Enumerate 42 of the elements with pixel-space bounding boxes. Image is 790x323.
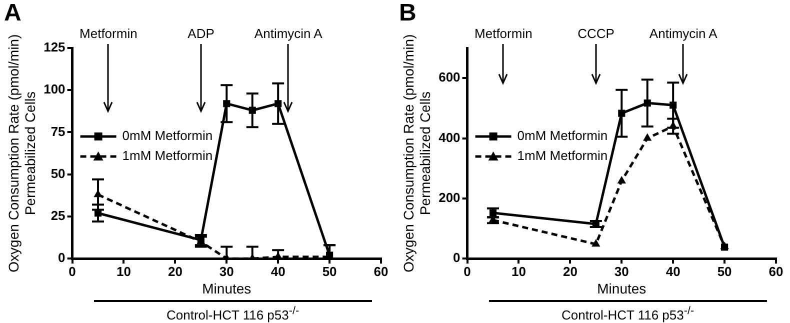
x-tick-label: 50: [717, 264, 732, 279]
y-tick-label: 25: [50, 208, 66, 224]
text: Control-HCT 116 p53$^{-/-}$: [562, 305, 694, 322]
y-axis-title: Oxygen Consumption Rate (pmol/min) Permeabilized Cells: [5, 34, 38, 272]
x-tick-label: 20: [562, 264, 578, 279]
x-tick-label: 50: [322, 264, 337, 279]
text: Metformin: [80, 26, 138, 41]
x-tick-label: 0: [68, 264, 76, 279]
text: Metformin: [474, 26, 532, 41]
chart-title: B: [399, 0, 416, 27]
x-tick-label: 40: [270, 264, 286, 279]
text: CCCP: [578, 26, 614, 41]
y-axis-title: Oxygen Consumption Rate (pmol/min) Permeabilized Cells: [400, 34, 434, 272]
x-tick-label: 10: [512, 264, 526, 279]
x-tick-label: 0: [464, 264, 471, 279]
x-tick-label: 20: [168, 264, 182, 279]
text: Antimycin A: [649, 26, 718, 41]
legend-label: 0mM Metformin: [122, 128, 213, 144]
y-tick-label: 125: [44, 40, 66, 55]
x-tick-label: 40: [666, 264, 680, 279]
x-tick-label: 60: [768, 264, 784, 279]
legend-label: 0mM Metformin: [517, 128, 608, 144]
text: Control-HCT 116 p53$^{-/-}$: [166, 305, 300, 322]
x-tick-label: 30: [219, 264, 234, 279]
x-tick-label: 30: [614, 264, 629, 279]
y-tick-label: 50: [50, 166, 66, 181]
text: ADP: [188, 26, 214, 41]
y-tick-label: 600: [438, 70, 460, 85]
chart-title: A: [4, 0, 22, 27]
x-tick-label: 60: [374, 264, 388, 279]
x-axis-title: Minutes: [202, 280, 252, 296]
x-axis-title: Minutes: [597, 280, 646, 296]
y-tick-label: 200: [438, 190, 460, 206]
legend-label: 1mM Metformin: [517, 148, 608, 164]
text: Antimycin A: [254, 26, 323, 41]
y-tick-label: 400: [438, 130, 460, 145]
y-tick-label: 0: [453, 250, 460, 266]
y-tick-label: 100: [44, 82, 66, 97]
legend-label: 1mM Metformin: [122, 148, 213, 164]
y-tick-label: 0: [58, 250, 66, 266]
x-tick-label: 10: [116, 264, 131, 279]
y-tick-label: 75: [50, 124, 66, 139]
